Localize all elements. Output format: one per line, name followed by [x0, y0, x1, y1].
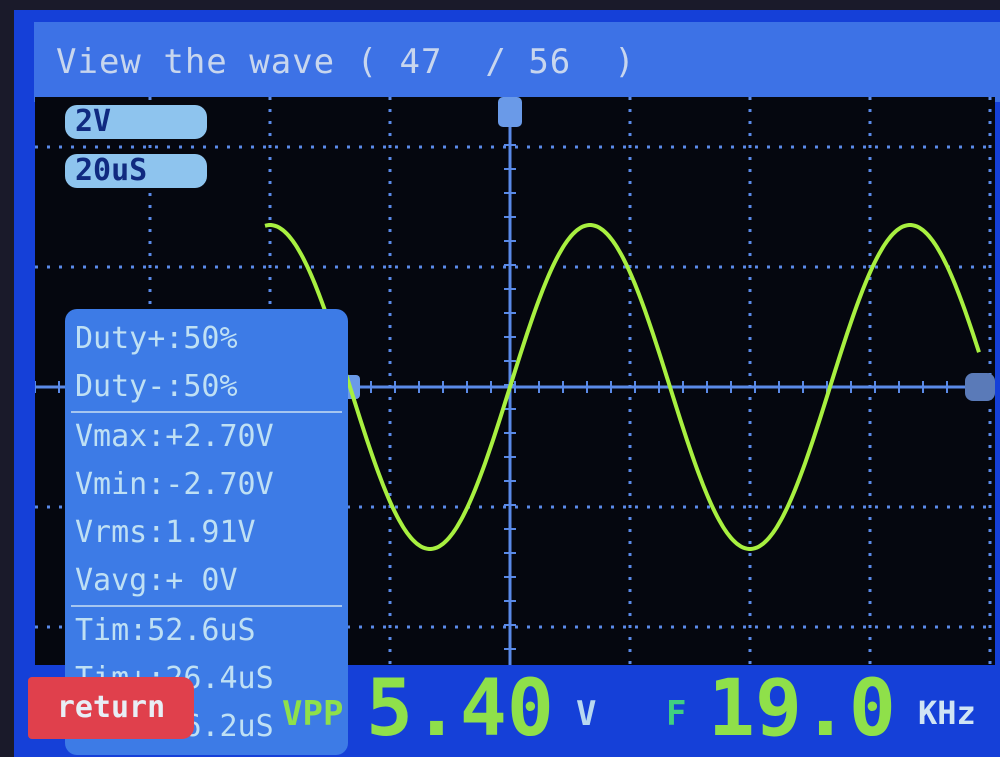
vrms: Vrms:1.91V — [75, 515, 256, 550]
period: Tim:52.6uS — [75, 613, 256, 648]
waveform-plot: 2V 20uS Duty+:50% Duty-:50% Vmax:+2.70V … — [35, 97, 995, 755]
return-button[interactable]: return — [28, 677, 194, 739]
vmax: Vmax:+2.70V — [75, 419, 274, 454]
divider — [71, 605, 342, 607]
time-per-div-badge[interactable]: 20uS — [65, 154, 207, 188]
waveform-trace — [264, 223, 981, 551]
oscilloscope-screen: View the wave ( 47 / 56 ) 2V 20uS Duty+:… — [14, 10, 1000, 757]
vpp-label: VPP — [282, 694, 344, 734]
waveform-svg — [35, 97, 995, 665]
divider — [71, 411, 342, 413]
duty-plus: Duty+:50% — [75, 321, 238, 356]
vmin: Vmin:-2.70V — [75, 467, 274, 502]
title-bar: View the wave ( 47 / 56 ) — [34, 22, 1000, 102]
bottom-bar: return VPP 5.40 V F 19.0 KHz — [14, 664, 1000, 754]
title: View the wave ( 47 / 56 ) — [56, 42, 636, 82]
vpp-unit: V — [576, 694, 597, 734]
vavg: Vavg:+ 0V — [75, 563, 238, 598]
trigger-level-marker — [965, 373, 995, 401]
trigger-position-marker — [498, 97, 522, 127]
vpp-value: 5.40 — [366, 664, 554, 754]
freq-unit: KHz — [918, 694, 976, 732]
freq-value: 19.0 — [708, 664, 896, 754]
duty-minus: Duty-:50% — [75, 369, 238, 404]
freq-label: F — [666, 694, 687, 734]
volts-per-div-badge[interactable]: 2V — [65, 105, 207, 139]
